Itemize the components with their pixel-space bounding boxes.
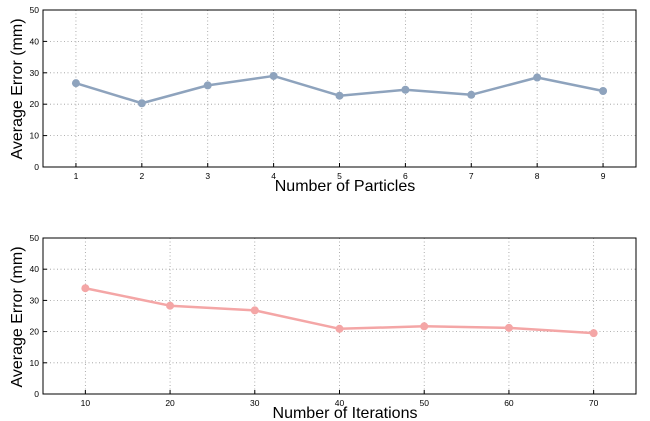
- iterations-x-tick-label: 50: [419, 398, 429, 408]
- particles-y-tick-label: 10: [30, 131, 40, 141]
- iterations-x-tick-label: 20: [165, 398, 175, 408]
- iterations-data-point: [335, 324, 344, 333]
- iterations-y-tick-label: 40: [30, 264, 40, 274]
- particles-data-point: [533, 73, 542, 82]
- iterations-gridlines: [43, 238, 636, 394]
- particles-y-tick-label: 50: [30, 5, 40, 15]
- particles-x-tick-label: 1: [74, 171, 79, 181]
- particles-x-tick-label: 6: [403, 171, 408, 181]
- particles-data-point: [71, 79, 80, 88]
- particles-y-tick-label: 20: [30, 99, 40, 109]
- particles-x-tick-label: 3: [205, 171, 210, 181]
- particles-data-point: [401, 85, 410, 94]
- iterations-y-tick-label: 50: [30, 233, 40, 243]
- iterations-y-tick-label: 0: [34, 389, 39, 399]
- iterations-data-point: [166, 301, 175, 310]
- iterations-data-point: [81, 284, 90, 293]
- particles-y-tick-label: 30: [30, 68, 40, 78]
- particles-data-point: [467, 90, 476, 99]
- particles-data-point: [203, 81, 212, 90]
- particles-x-tick-label: 8: [535, 171, 540, 181]
- particles-panel: Average Error (mm) Number of Particles 0…: [9, 5, 637, 195]
- particles-data-point: [137, 99, 146, 108]
- iterations-data-point: [504, 323, 513, 332]
- iterations-x-tick-label: 70: [589, 398, 599, 408]
- iterations-y-tick-label: 10: [30, 358, 40, 368]
- iterations-data-point: [250, 306, 259, 315]
- iterations-data-point: [589, 329, 598, 338]
- iterations-y-tick-label: 20: [30, 327, 40, 337]
- iterations-x-tick-label: 60: [504, 398, 514, 408]
- particles-x-tick-label: 4: [271, 171, 276, 181]
- particles-data-point: [269, 71, 278, 80]
- iterations-x-tick-label: 10: [81, 398, 91, 408]
- particles-gridlines: [43, 10, 636, 167]
- iterations-y-tick-label: 30: [30, 295, 40, 305]
- particles-data-point: [335, 91, 344, 100]
- particles-y-tick-label: 40: [30, 36, 40, 46]
- iterations-x-tick-label: 40: [335, 398, 345, 408]
- iterations-panel: Average Error (mm) Number of Iterations …: [9, 233, 637, 421]
- particles-x-tick-label: 7: [469, 171, 474, 181]
- iterations-panel-x-axis-title: Number of Iterations: [273, 405, 418, 421]
- particles-x-tick-label: 5: [337, 171, 342, 181]
- iterations-panel-y-axis-title: Average Error (mm): [9, 246, 26, 387]
- particles-panel-y-axis-title: Average Error (mm): [9, 18, 26, 159]
- iterations-x-tick-label: 30: [250, 398, 260, 408]
- particles-x-tick-label: 2: [139, 171, 144, 181]
- particles-panel-x-axis-title: Number of Particles: [275, 178, 416, 195]
- iterations-data-point: [420, 322, 429, 331]
- particles-x-tick-label: 9: [601, 171, 606, 181]
- particles-data-point: [599, 87, 608, 96]
- particles-y-tick-label: 0: [34, 162, 39, 172]
